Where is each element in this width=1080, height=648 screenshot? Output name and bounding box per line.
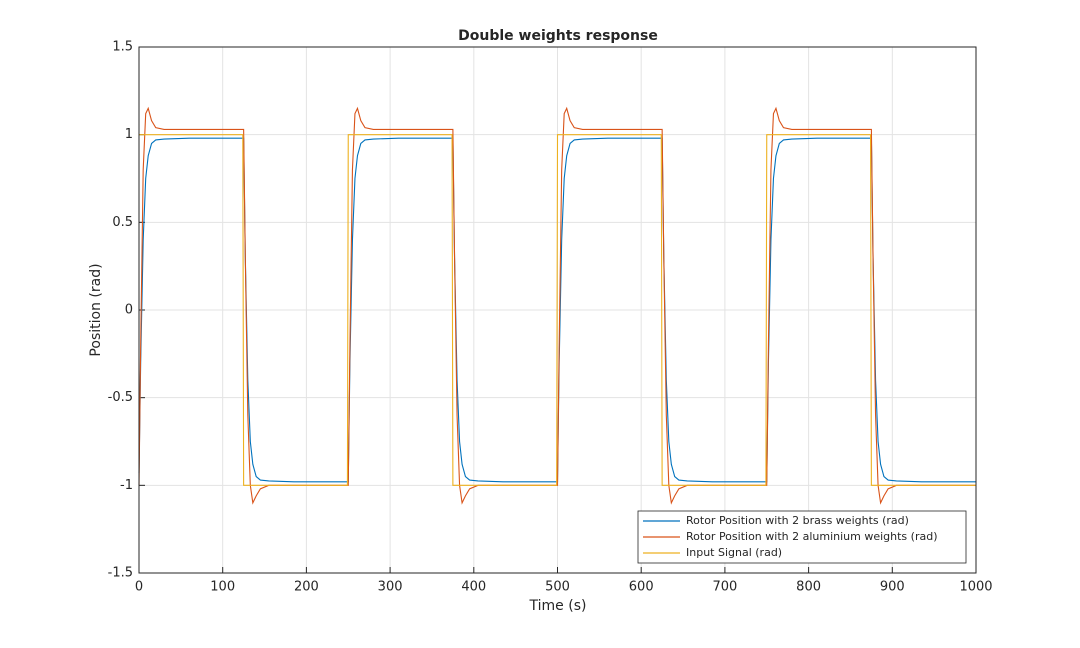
legend-label: Rotor Position with 2 aluminium weights …	[686, 530, 938, 543]
legend-label: Input Signal (rad)	[686, 546, 782, 559]
x-tick-label: 400	[461, 580, 486, 595]
x-tick-label: 500	[545, 580, 570, 595]
chart-title: Double weights response	[458, 28, 658, 44]
x-tick-label: 900	[880, 580, 905, 595]
x-tick-label: 1000	[959, 580, 992, 595]
series-line	[139, 134, 976, 486]
legend-label: Rotor Position with 2 brass weights (rad…	[686, 514, 909, 527]
series-line	[138, 106, 976, 505]
axes-box	[138, 46, 977, 574]
y-axis-label: Position (rad)	[88, 263, 104, 356]
y-tick-label: -1	[120, 478, 133, 493]
x-tick-label: 300	[378, 580, 403, 595]
x-tick-label: 800	[796, 580, 821, 595]
y-tick-label: 1.5	[112, 40, 133, 55]
x-tick-label: 0	[135, 580, 143, 595]
y-tick-label: 0	[125, 303, 133, 318]
y-tick-label: 0.5	[112, 215, 133, 230]
x-tick-label: 200	[294, 580, 319, 595]
y-tick-label: -1.5	[108, 566, 133, 581]
legend-box	[637, 510, 967, 564]
y-tick-label: 1	[125, 127, 133, 142]
x-tick-label: 600	[629, 580, 654, 595]
x-tick-label: 700	[712, 580, 737, 595]
x-axis-label: Time (s)	[529, 598, 587, 614]
y-tick-label: -0.5	[108, 390, 133, 405]
x-tick-label: 100	[210, 580, 235, 595]
